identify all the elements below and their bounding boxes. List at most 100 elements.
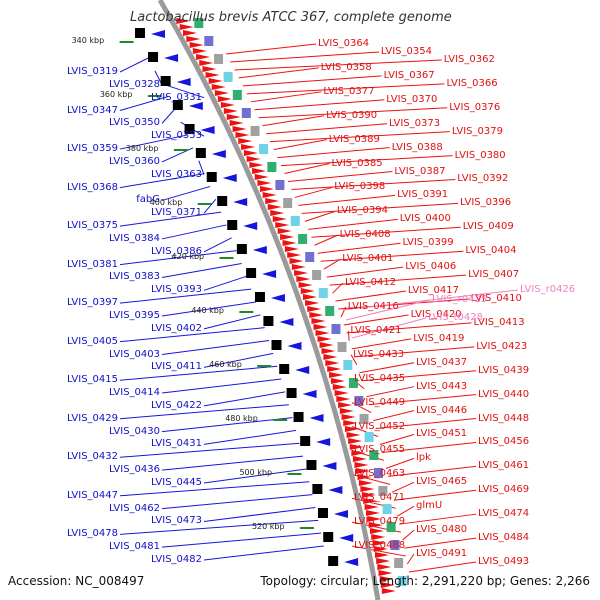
forward-leader-line (368, 394, 477, 406)
forward-gene-label: LVIS_0455 (354, 444, 406, 456)
forward-strand-arrow (189, 42, 204, 48)
forward-leader-line (393, 489, 477, 501)
reverse-gene-label: LVIS_0371 (150, 207, 202, 219)
reverse-leader-line (203, 429, 297, 445)
reverse-strand-arrow (279, 318, 294, 326)
forward-strand-arrow (354, 462, 369, 468)
reverse-feature-block (246, 268, 257, 278)
reverse-feature-block (306, 460, 317, 470)
forward-strand-arrow (330, 378, 345, 384)
forward-strand-arrow (199, 60, 214, 66)
forward-strand-arrow (272, 216, 287, 222)
label-leader-lines (119, 43, 519, 573)
forward-strand-arrow (294, 270, 309, 276)
reverse-gene-label: LVIS_0431 (150, 438, 202, 450)
reverse-leader-line (203, 545, 324, 561)
reverse-strand-arrow (309, 414, 324, 422)
forward-leader-line (287, 171, 393, 183)
reverse-strand-arrow (328, 486, 343, 494)
forward-feature-block (214, 54, 224, 64)
forward-leader-line (284, 163, 330, 175)
forward-strand-arrow (319, 342, 334, 348)
forward-strand-arrow (270, 210, 285, 216)
forward-gene-label: LVIS_0389 (328, 133, 380, 145)
forward-gene-label: LVIS_0404 (465, 245, 517, 257)
forward-gene-label: LVIS_0366 (446, 77, 498, 89)
reverse-gene-label: LVIS_0328 (108, 78, 160, 90)
reverse-feature-block (279, 364, 290, 374)
forward-gene-label: LVIS_0471 (354, 492, 406, 504)
forward-leader-line (351, 545, 406, 557)
forward-strand-arrow (315, 330, 330, 336)
reverse-feature-block (328, 556, 339, 566)
forward-leader-line (373, 410, 415, 422)
forward-leader-line (346, 322, 472, 334)
reverse-leader-line (203, 237, 232, 253)
rna-gene-label: LVIS_r0425 (432, 294, 488, 305)
forward-strand-arrow (208, 78, 223, 84)
forward-strand-arrow (376, 558, 391, 564)
reverse-feature-block (271, 340, 282, 350)
forward-strand-arrow (368, 522, 383, 528)
forward-leader-line (329, 274, 467, 286)
forward-strand-arrow (280, 234, 295, 240)
reverse-feature-block (263, 316, 274, 326)
scale-tick-label: 360 kbp (99, 90, 133, 99)
forward-gene-label: LVIS_0474 (478, 508, 530, 520)
forward-gene-label: LVIS_0443 (416, 380, 468, 392)
forward-gene-label: LVIS_0387 (394, 165, 446, 177)
forward-gene-label: LVIS_0392 (457, 173, 509, 185)
forward-strand-arrow (365, 510, 380, 516)
forward-gene-label: LVIS_0416 (347, 300, 399, 312)
forward-strand-arrow (378, 570, 393, 576)
forward-leader-line (314, 234, 338, 246)
forward-strand-arrow (371, 534, 386, 540)
reverse-leader-line (161, 83, 205, 99)
reverse-gene-label: LVIS_0375 (66, 220, 118, 232)
forward-feature-block (267, 162, 277, 172)
reverse-gene-label: LVIS_0383 (108, 271, 160, 283)
forward-gene-label: LVIS_0401 (342, 253, 394, 265)
forward-feature-block (290, 216, 300, 226)
reverse-leader-line (119, 288, 252, 304)
forward-gene-label: LVIS_0391 (397, 189, 449, 201)
forward-leader-line (238, 67, 319, 79)
forward-gene-label: LVIS_0390 (326, 109, 378, 121)
rna-leader-line (342, 289, 519, 311)
reverse-gene-label: LVIS_0482 (150, 554, 202, 565)
reverse-gene-label: LVIS_0403 (108, 348, 160, 360)
forward-gene-label: LVIS_0493 (478, 556, 530, 567)
forward-strand-arrow (346, 432, 361, 438)
reverse-gene-label: LVIS_0478 (66, 528, 118, 540)
forward-gene-label: LVIS_0433 (353, 348, 405, 360)
forward-feature-block (394, 558, 404, 568)
forward-strand-arrow (182, 30, 197, 36)
reverse-gene-label: LVIS_0429 (66, 412, 118, 424)
reverse-gene-label: LVIS_0397 (66, 297, 118, 309)
forward-leader-line (262, 115, 325, 127)
forward-leader-line (359, 362, 415, 374)
forward-strand-arrow (377, 564, 392, 570)
reverse-gene-label: LVIS_0368 (66, 181, 118, 193)
forward-strand-arrow (307, 306, 322, 312)
forward-gene-label: LVIS_0480 (416, 524, 468, 536)
reverse-leader-line (161, 378, 282, 394)
scale-tick-label: 440 kbp (191, 306, 224, 315)
forward-leader-line (320, 250, 464, 262)
forward-strand-arrow (327, 366, 342, 372)
forward-strand-arrow (313, 324, 328, 330)
forward-leader-line (234, 59, 442, 71)
forward-strand-arrow (241, 144, 256, 150)
forward-leader-line (391, 481, 415, 493)
forward-strand-arrow (262, 192, 277, 198)
forward-strand-arrow (343, 420, 358, 426)
scale-tick-label: 340 kbp (71, 36, 105, 45)
reverse-gene-label: LVIS_0414 (108, 387, 160, 399)
reverse-strand-arrow (164, 54, 179, 62)
forward-feature-block (369, 450, 379, 460)
reverse-gene-label: LVIS_0473 (150, 515, 202, 527)
forward-strand-arrow (287, 252, 302, 258)
reverse-leader-line (119, 404, 289, 420)
forward-feature-block (305, 252, 315, 262)
reverse-leader-line (203, 314, 261, 330)
